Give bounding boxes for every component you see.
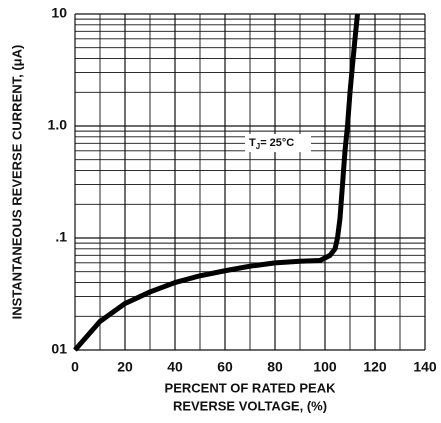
annotation-box [245,134,311,152]
annotation-subscript: J [256,142,260,151]
annotation-text: = 25°C [260,137,294,149]
x-tick-label: 140 [413,359,437,375]
y-axis-label: INSTANTANEOUS REVERSE CURRENT, (μA) [9,45,24,320]
x-axis-label: REVERSE VOLTAGE, (%) [173,398,327,413]
y-tick-label: .1 [55,229,67,245]
x-tick-label: 120 [363,359,387,375]
x-axis-label: PERCENT OF RATED PEAK [165,380,337,395]
x-tick-label: 40 [167,359,183,375]
x-tick-label: 100 [313,359,337,375]
data-line [73,13,360,352]
x-tick-label: 80 [267,359,283,375]
x-tick-label: 60 [217,359,233,375]
grid [74,13,426,351]
x-tick-label: 20 [117,359,133,375]
annotation-text: T [249,137,256,149]
annotation: TJ= 25°C [249,137,294,151]
y-tick-label: 1.0 [48,117,68,133]
y-tick-label: 01 [51,341,67,357]
y-tick-label: 10 [51,5,67,21]
x-tick-label: 0 [71,359,79,375]
